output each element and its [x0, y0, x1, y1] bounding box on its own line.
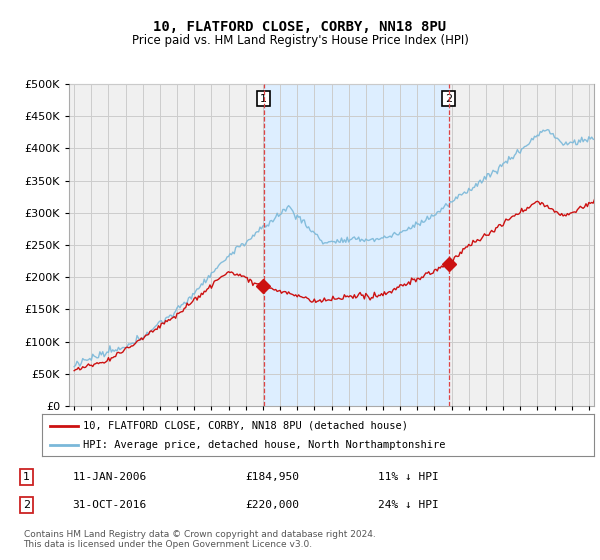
Text: £184,950: £184,950 — [245, 472, 299, 482]
Text: 10, FLATFORD CLOSE, CORBY, NN18 8PU (detached house): 10, FLATFORD CLOSE, CORBY, NN18 8PU (det… — [83, 421, 409, 431]
Text: 11% ↓ HPI: 11% ↓ HPI — [378, 472, 439, 482]
Text: 31-OCT-2016: 31-OCT-2016 — [73, 500, 147, 510]
Text: HPI: Average price, detached house, North Northamptonshire: HPI: Average price, detached house, Nort… — [83, 440, 446, 450]
Text: Price paid vs. HM Land Registry's House Price Index (HPI): Price paid vs. HM Land Registry's House … — [131, 34, 469, 46]
Text: 2: 2 — [23, 500, 30, 510]
Text: 11-JAN-2006: 11-JAN-2006 — [73, 472, 147, 482]
Text: 24% ↓ HPI: 24% ↓ HPI — [378, 500, 439, 510]
Text: 1: 1 — [23, 472, 30, 482]
Bar — [263, 84, 449, 406]
Text: £220,000: £220,000 — [245, 500, 299, 510]
Text: Contains HM Land Registry data © Crown copyright and database right 2024.
This d: Contains HM Land Registry data © Crown c… — [23, 530, 375, 549]
Text: 2: 2 — [445, 94, 452, 104]
Text: 10, FLATFORD CLOSE, CORBY, NN18 8PU: 10, FLATFORD CLOSE, CORBY, NN18 8PU — [154, 20, 446, 34]
Text: 1: 1 — [260, 94, 267, 104]
